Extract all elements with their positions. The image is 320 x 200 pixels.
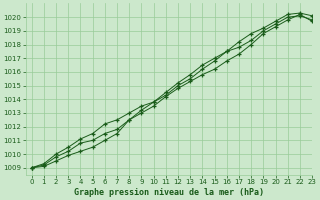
X-axis label: Graphe pression niveau de la mer (hPa): Graphe pression niveau de la mer (hPa) — [74, 188, 264, 197]
